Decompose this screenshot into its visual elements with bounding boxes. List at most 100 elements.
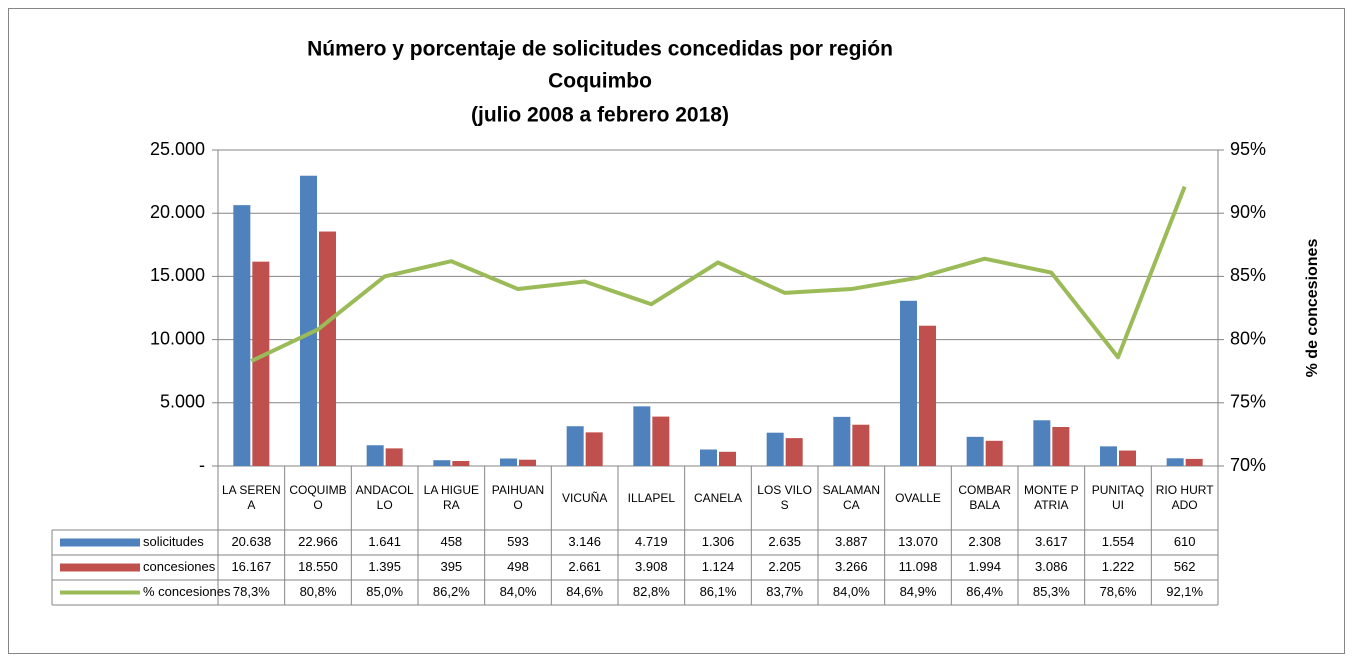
bar — [852, 424, 870, 466]
value-label: 92,1% — [1166, 584, 1203, 599]
bar — [985, 440, 1003, 466]
value-label: 84,9% — [900, 584, 937, 599]
bar — [1052, 426, 1070, 466]
bar — [566, 426, 584, 466]
bar — [252, 261, 270, 466]
bar — [966, 436, 984, 466]
value-label: 3.146 — [568, 534, 601, 549]
x-tick-label: RIO HURTADO — [1155, 483, 1214, 512]
value-label: 1.641 — [368, 534, 401, 549]
category-cell: PUNITAQUI — [1092, 483, 1144, 512]
category-cell: COQUIMBO — [289, 483, 347, 512]
value-label: 3.266 — [835, 559, 868, 574]
y2-axis-label: % de concesiones — [1304, 239, 1321, 378]
category-cell: OVALLE — [895, 490, 941, 505]
legend-label: solicitudes — [143, 534, 204, 549]
x-tick-label: COMBARBALA — [958, 483, 1011, 512]
bar — [900, 300, 917, 466]
y2-tick-label: 95% — [1230, 139, 1266, 159]
chart-frame — [8, 8, 1345, 654]
value-label: 78,6% — [1100, 584, 1137, 599]
x-tick-label: VICUÑA — [561, 490, 608, 505]
value-label: 84,0% — [500, 584, 537, 599]
value-label: 1.306 — [702, 534, 735, 549]
bar — [519, 459, 536, 466]
legend-label: concesiones — [143, 559, 216, 574]
category-cell: PAIHUANO — [492, 483, 544, 512]
x-tick-label: LOS VILOS — [757, 483, 812, 512]
legend-label: % concesiones — [143, 584, 231, 599]
category-cell: MONTE PATRIA — [1023, 483, 1079, 512]
value-label: 84,6% — [566, 584, 603, 599]
legend-key — [60, 538, 140, 547]
value-label: 85,0% — [366, 584, 403, 599]
y2-tick-label: 90% — [1230, 202, 1266, 222]
x-tick-label: OVALLE — [895, 490, 941, 505]
chart-title: (julio 2008 a febrero 2018) — [471, 104, 729, 127]
value-label: 562 — [1174, 559, 1196, 574]
value-label: 86,4% — [966, 584, 1003, 599]
category-cell: RIO HURTADO — [1155, 483, 1214, 512]
value-label: 13.070 — [898, 534, 938, 549]
value-label: 80,8% — [300, 584, 337, 599]
value-label: 82,8% — [633, 584, 670, 599]
bar — [319, 231, 336, 466]
value-label: 85,3% — [1033, 584, 1070, 599]
y2-tick-label: 80% — [1230, 328, 1266, 348]
x-tick-label: SALAMANCA — [822, 483, 880, 512]
value-label: 2.635 — [768, 534, 801, 549]
value-label: 22.966 — [298, 534, 338, 549]
bar — [719, 451, 736, 466]
bar — [766, 432, 784, 466]
value-label: 498 — [507, 559, 529, 574]
category-cell: ANDACOLLO — [356, 483, 414, 512]
y-tick-label: 20.000 — [150, 202, 205, 222]
bar — [633, 406, 651, 466]
bar — [833, 416, 851, 466]
y-tick-label: 5.000 — [160, 392, 205, 412]
value-label: 4.719 — [635, 534, 668, 549]
value-label: 3.908 — [635, 559, 668, 574]
x-tick-label: LA HIGUERA — [423, 483, 479, 512]
bar — [1100, 446, 1117, 466]
value-label: 1.554 — [1102, 534, 1135, 549]
value-label: 2.661 — [568, 559, 601, 574]
bar — [366, 445, 384, 466]
category-cell: LA HIGUERA — [423, 483, 479, 512]
category-cell: VICUÑA — [561, 490, 608, 505]
bar — [785, 438, 803, 466]
value-label: 1.395 — [368, 559, 401, 574]
bar — [1185, 458, 1203, 466]
value-label: 3.617 — [1035, 534, 1068, 549]
value-label: 84,0% — [833, 584, 870, 599]
bar — [300, 175, 317, 466]
x-tick-label: MONTE PATRIA — [1023, 483, 1079, 512]
category-cell: COMBARBALA — [958, 483, 1011, 512]
y-tick-label: 25.000 — [150, 139, 205, 159]
value-label: 1.124 — [702, 559, 735, 574]
y-tick-label: 15.000 — [150, 265, 205, 285]
bar — [500, 458, 517, 466]
y2-tick-label: 85% — [1230, 265, 1266, 285]
legend-key — [60, 563, 140, 572]
value-label: 3.086 — [1035, 559, 1068, 574]
category-cell: LOS VILOS — [757, 483, 812, 512]
x-tick-label: COQUIMBO — [289, 483, 347, 512]
line — [250, 185, 1187, 363]
category-cell: SALAMANCA — [822, 483, 880, 512]
value-label: 458 — [440, 534, 462, 549]
value-label: 1.994 — [968, 559, 1001, 574]
y-tick-label: 10.000 — [150, 328, 205, 348]
bar — [919, 325, 936, 466]
value-label: 83,7% — [766, 584, 803, 599]
value-label: 593 — [507, 534, 529, 549]
bar — [233, 205, 251, 466]
y2-tick-label: 75% — [1230, 392, 1266, 412]
value-label: 610 — [1174, 534, 1196, 549]
value-label: 16.167 — [231, 559, 271, 574]
bar — [452, 461, 470, 466]
bar — [1119, 450, 1136, 466]
y-tick-label: - — [199, 455, 205, 475]
bar — [652, 416, 670, 466]
